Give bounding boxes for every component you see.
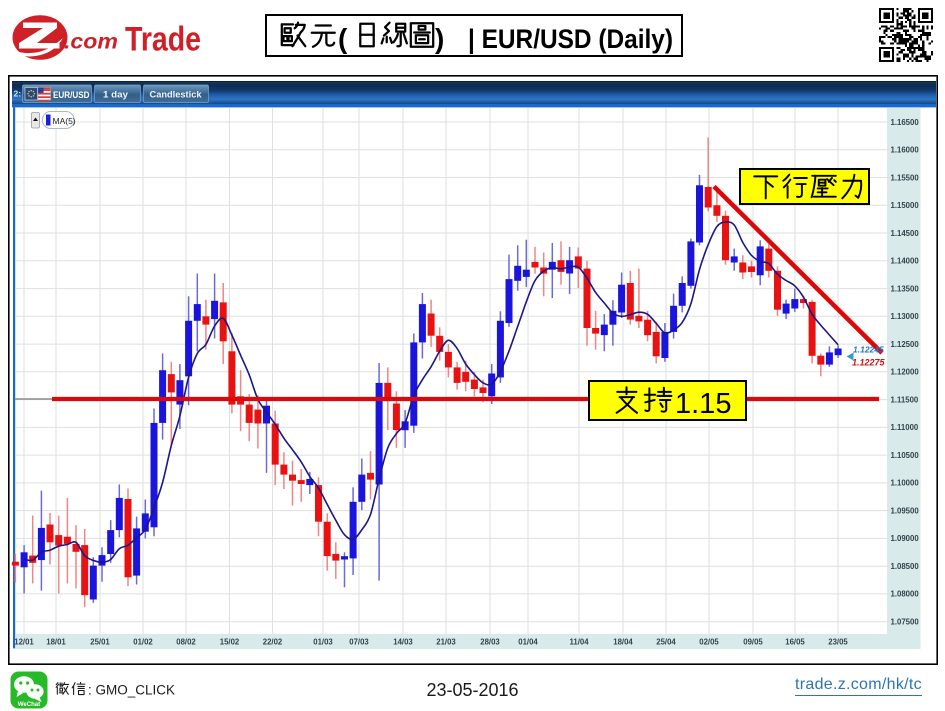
svg-text:08/02: 08/02: [176, 638, 196, 647]
svg-text:1.16000: 1.16000: [891, 146, 920, 155]
svg-text:28/03: 28/03: [480, 638, 500, 647]
svg-text:21/03: 21/03: [436, 638, 456, 647]
svg-text:02/05: 02/05: [699, 638, 719, 647]
svg-text:1.10500: 1.10500: [891, 451, 920, 460]
svg-text:25/01: 25/01: [90, 638, 110, 647]
svg-text:23/05: 23/05: [828, 638, 848, 647]
svg-text:18/01: 18/01: [46, 638, 66, 647]
svg-text:1.09000: 1.09000: [891, 534, 920, 543]
svg-text:1.15: 1.15: [675, 388, 731, 420]
svg-text:.com: .com: [64, 31, 118, 54]
svg-text:18/04: 18/04: [613, 638, 633, 647]
svg-text:14/03: 14/03: [393, 638, 413, 647]
svg-text:1.12000: 1.12000: [891, 368, 920, 377]
svg-text:25/04: 25/04: [656, 638, 676, 647]
svg-text:1.14500: 1.14500: [891, 229, 920, 238]
svg-text:1 day: 1 day: [103, 90, 129, 101]
svg-text:09/05: 09/05: [743, 638, 763, 647]
svg-text:01/02: 01/02: [133, 638, 153, 647]
svg-text:01/04: 01/04: [518, 638, 538, 647]
svg-text:1.16500: 1.16500: [891, 118, 920, 127]
svg-text:07/03: 07/03: [349, 638, 369, 647]
svg-text:| EUR/USD (Daily): | EUR/USD (Daily): [468, 24, 673, 54]
svg-text:Trade: Trade: [125, 21, 201, 59]
svg-text:1.15000: 1.15000: [891, 201, 920, 210]
svg-text:): ): [435, 23, 444, 54]
svg-text:1.15500: 1.15500: [891, 173, 920, 182]
svg-text:1.12245: 1.12245: [853, 345, 884, 355]
svg-text:: GMO_CLICK: : GMO_CLICK: [88, 683, 175, 698]
svg-text:1.12500: 1.12500: [891, 340, 920, 349]
svg-text:MA(5): MA(5): [53, 116, 76, 126]
svg-text:EUR/USD: EUR/USD: [53, 90, 90, 101]
svg-text:1.13500: 1.13500: [891, 284, 920, 293]
svg-text:1.11000: 1.11000: [891, 423, 919, 432]
svg-text:Candlestick: Candlestick: [150, 90, 203, 101]
svg-text:1.08500: 1.08500: [891, 562, 920, 571]
svg-text:1.14000: 1.14000: [891, 257, 920, 266]
svg-text:01/03: 01/03: [313, 638, 333, 647]
svg-text:1.12275: 1.12275: [852, 358, 886, 368]
svg-text:1.07500: 1.07500: [891, 618, 920, 627]
svg-text:1.09500: 1.09500: [891, 506, 920, 515]
svg-text:(: (: [338, 23, 348, 54]
svg-text:11/04: 11/04: [569, 638, 589, 647]
svg-text:1.08000: 1.08000: [891, 590, 920, 599]
svg-text:2:: 2:: [14, 89, 22, 99]
svg-text:1.10000: 1.10000: [891, 479, 920, 488]
svg-text:22/02: 22/02: [263, 638, 283, 647]
svg-text:1.13000: 1.13000: [891, 312, 920, 321]
svg-text:1.11500: 1.11500: [891, 395, 919, 404]
svg-text:15/02: 15/02: [220, 638, 240, 647]
svg-text:WeChat: WeChat: [18, 702, 40, 708]
svg-text:12/01: 12/01: [14, 638, 34, 647]
svg-text:16/05: 16/05: [785, 638, 805, 647]
